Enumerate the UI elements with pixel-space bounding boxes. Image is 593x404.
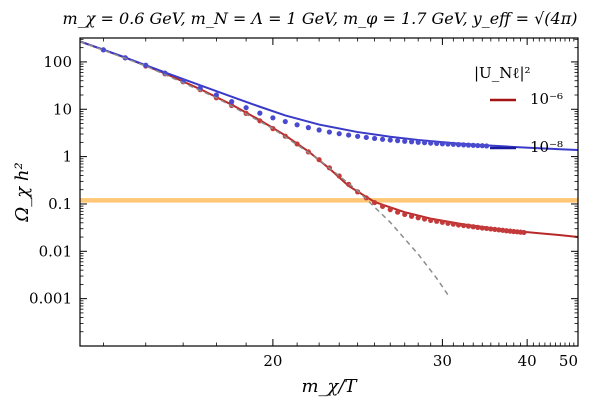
observed-relic-band	[80, 198, 578, 203]
data-point	[455, 222, 462, 228]
x-tick-label: 20	[263, 352, 282, 370]
data-point	[475, 224, 481, 230]
data-point	[229, 99, 235, 105]
data-point	[450, 221, 456, 227]
data-point	[379, 136, 386, 142]
series-layer	[80, 40, 578, 296]
series-line	[80, 40, 578, 151]
data-point	[408, 213, 415, 219]
y-tick-label: 100	[43, 53, 72, 71]
data-point	[402, 211, 408, 218]
data-point	[445, 220, 451, 226]
data-point	[496, 227, 502, 233]
data-point	[450, 141, 456, 147]
series-3	[100, 47, 490, 149]
y-tick-label: 0.1	[48, 195, 72, 213]
data-point	[428, 217, 434, 223]
data-point	[479, 143, 485, 149]
data-point	[484, 225, 490, 232]
data-point	[100, 47, 106, 53]
data-point	[371, 199, 378, 206]
data-point	[305, 125, 311, 131]
data-point	[415, 139, 421, 145]
y-axis-label: Ω_χ h²	[12, 162, 33, 222]
data-point	[415, 215, 421, 221]
data-point	[434, 218, 440, 224]
data-point	[282, 118, 288, 125]
ticks	[80, 38, 579, 346]
data-point	[213, 92, 219, 98]
legend-title: |U_Nℓ|²	[474, 64, 531, 82]
y-tick-label: 0.01	[39, 242, 72, 260]
plot-frame	[79, 37, 579, 347]
data-point	[439, 141, 445, 147]
data-point	[395, 209, 401, 215]
data-point	[492, 226, 498, 233]
legend: |U_Nℓ|² 10⁻⁶ 10⁻⁸	[474, 64, 563, 156]
x-axis-label: m_χ/T	[301, 376, 358, 397]
data-point	[387, 207, 393, 213]
series-1	[80, 40, 578, 151]
data-point	[428, 140, 434, 146]
data-point	[336, 131, 342, 137]
data-point	[460, 142, 467, 148]
data-point	[421, 140, 428, 146]
data-point	[470, 224, 476, 230]
relic-band-rect	[80, 198, 578, 203]
data-point	[257, 110, 263, 116]
data-point	[488, 226, 494, 232]
x-tick-label: 40	[518, 352, 537, 370]
chart-title: m_χ = 0.6 GeV, m_N = Λ = 1 GeV, m_φ = 1.…	[63, 9, 578, 28]
data-point	[294, 141, 300, 147]
data-point	[408, 139, 415, 145]
data-point	[470, 142, 476, 148]
y-tick-label: 10	[53, 100, 72, 118]
data-point	[316, 127, 322, 133]
x-tick-label: 30	[433, 352, 452, 370]
legend-label-1e-6: 10⁻⁶	[530, 90, 563, 108]
y-tick-label: 0.001	[29, 290, 72, 308]
data-point	[521, 229, 527, 236]
data-point	[326, 129, 332, 135]
data-point	[439, 219, 445, 225]
data-point	[434, 140, 440, 147]
data-point	[484, 143, 490, 149]
equilibrium-curve	[80, 40, 449, 296]
data-point	[465, 142, 472, 148]
x-tick-label: 50	[559, 352, 578, 370]
data-point	[355, 133, 361, 139]
legend-label-1e-8: 10⁻⁸	[530, 138, 563, 156]
data-point	[363, 134, 369, 141]
data-point	[455, 142, 462, 148]
y-tick-label: 1	[62, 148, 72, 166]
data-point	[475, 142, 481, 149]
data-point	[379, 203, 386, 209]
data-point	[500, 227, 506, 233]
y-tick-labels: 0.001 0.01 0.1 1 10 100	[29, 53, 72, 308]
data-point	[371, 135, 378, 142]
data-point	[387, 137, 393, 143]
data-point	[243, 105, 249, 111]
data-point	[460, 222, 467, 229]
series-4	[80, 40, 449, 296]
data-point	[445, 141, 451, 147]
data-point	[421, 216, 428, 222]
data-point	[465, 223, 472, 229]
data-point	[395, 138, 401, 144]
data-point	[402, 138, 408, 144]
data-point	[479, 225, 485, 231]
data-point	[346, 132, 352, 138]
x-tick-labels: 20 30 40 50	[263, 352, 578, 370]
data-point	[143, 62, 149, 68]
data-point	[294, 122, 300, 128]
data-point	[270, 115, 276, 121]
data-point	[363, 195, 369, 201]
